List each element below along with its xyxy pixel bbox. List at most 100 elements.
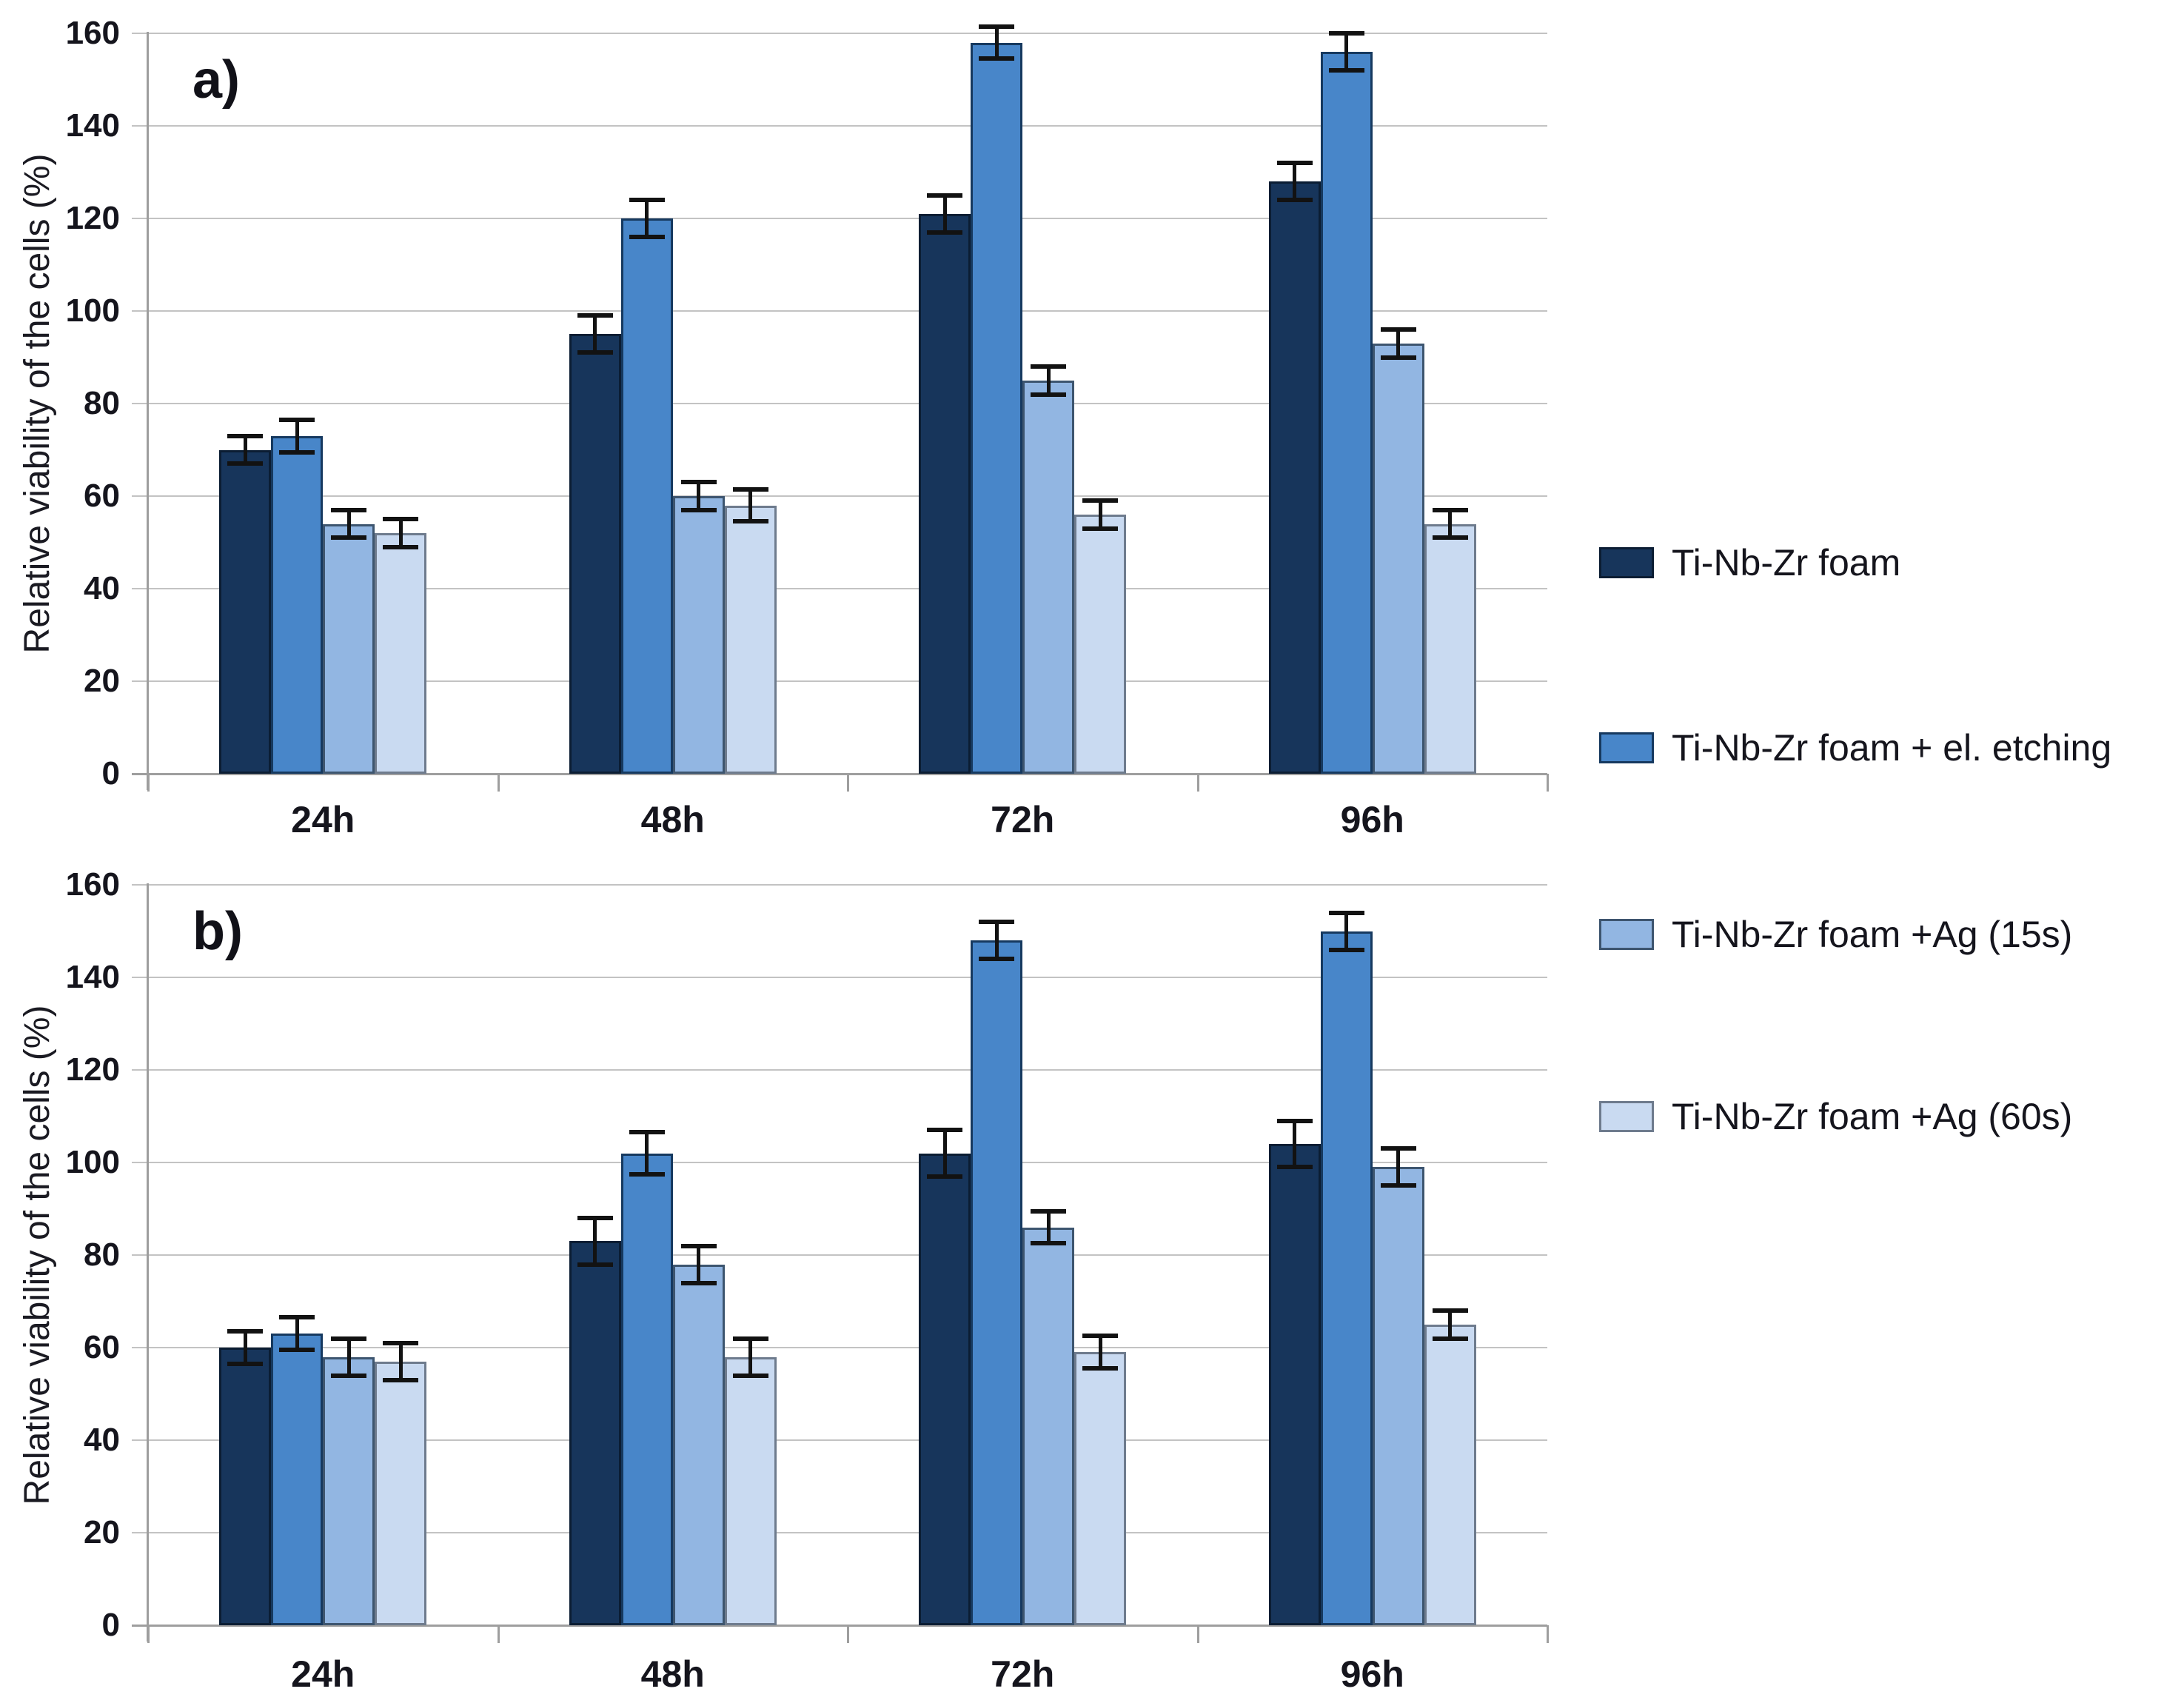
x-axis-tick (1196, 774, 1199, 792)
error-bar-cap (979, 24, 1015, 29)
bar (971, 42, 1023, 774)
gridline (132, 680, 1547, 682)
error-bar-cap (279, 417, 315, 422)
y-tick-label: 160 (65, 866, 120, 903)
panel-label-b: b) (192, 902, 243, 961)
error-bar (398, 519, 403, 547)
error-bar-cap (1082, 1334, 1119, 1339)
error-bar-cap (577, 313, 613, 318)
x-axis-tick (1547, 1625, 1549, 1643)
gridline (132, 125, 1547, 127)
error-bar-cap (1276, 1118, 1313, 1123)
bar (724, 505, 777, 774)
bar (919, 1153, 971, 1625)
bar (1372, 343, 1424, 774)
panel-label-a: a) (192, 50, 241, 110)
error-bar (398, 1342, 403, 1380)
x-category-label: 48h (640, 799, 705, 840)
error-bar (1293, 163, 1297, 200)
bar (1268, 181, 1321, 774)
bar (1320, 52, 1373, 774)
error-bar-cap (732, 519, 768, 524)
bar (1320, 931, 1373, 1625)
bar (1424, 523, 1476, 774)
bar (375, 1361, 427, 1625)
error-bar-cap (227, 461, 264, 466)
gridline (132, 1069, 1547, 1071)
error-bar-cap (1328, 910, 1364, 915)
error-bar (697, 1245, 701, 1283)
bar (323, 1356, 375, 1625)
error-bar-cap (927, 1128, 963, 1133)
legend-swatch (1599, 1101, 1654, 1132)
gridline (132, 1254, 1547, 1256)
legend-label: Ti-Nb-Zr foam +Ag (15s) (1672, 914, 2073, 955)
error-bar-cap (1328, 68, 1364, 73)
error-bar (994, 922, 999, 959)
bar (971, 940, 1023, 1625)
error-bar-cap (1276, 198, 1313, 202)
y-tick-label: 120 (65, 200, 120, 236)
bar (219, 1348, 272, 1625)
y-tick-label: 40 (84, 570, 120, 606)
error-bar-cap (279, 1315, 315, 1320)
gridline (132, 1162, 1547, 1163)
error-bar-cap (279, 449, 315, 455)
error-bar (1293, 1120, 1297, 1168)
y-tick-label: 140 (65, 959, 120, 995)
x-axis-tick (147, 774, 150, 792)
error-bar-cap (629, 198, 665, 202)
error-bar-cap (227, 1329, 264, 1334)
error-bar (346, 509, 351, 538)
error-bar (1396, 329, 1401, 358)
gridline (132, 1347, 1547, 1348)
bar (1022, 380, 1075, 774)
y-axis-line (147, 32, 149, 790)
error-bar-cap (279, 1348, 315, 1353)
gridline (132, 1532, 1547, 1533)
gridline (132, 495, 1547, 497)
y-tick-label: 60 (84, 1329, 120, 1365)
x-axis-line (132, 1625, 1547, 1627)
bar (271, 1334, 324, 1625)
error-bar-cap (331, 507, 367, 512)
y-tick-label: 80 (84, 1237, 120, 1273)
error-bar-cap (1031, 1241, 1067, 1246)
legend-item: Ti-Nb-Zr foam (1599, 541, 1900, 585)
error-bar-cap (732, 1373, 768, 1378)
plot-area-b (132, 883, 1549, 1647)
x-axis-tick (147, 1625, 150, 1643)
error-bar-cap (732, 1336, 768, 1341)
error-bar-cap (1380, 355, 1416, 360)
legend-item: Ti-Nb-Zr foam + el. etching (1599, 726, 2111, 770)
gridline (132, 403, 1547, 404)
legend-item: Ti-Nb-Zr foam +Ag (15s) (1599, 912, 2072, 957)
legend-label: Ti-Nb-Zr foam + el. etching (1672, 727, 2112, 769)
x-axis-tick (847, 1625, 849, 1643)
y-tick-label: 60 (84, 478, 120, 514)
y-tick-label: 120 (65, 1051, 120, 1088)
error-bar-cap (1432, 507, 1468, 512)
error-bar-cap (1380, 1146, 1416, 1151)
bar (1424, 1324, 1476, 1625)
error-bar-cap (1031, 364, 1067, 369)
error-bar (1344, 33, 1349, 70)
error-bar-cap (979, 56, 1015, 61)
error-bar-cap (331, 1373, 367, 1378)
y-tick-label: 160 (65, 15, 120, 51)
bar (219, 449, 272, 774)
gridline (132, 1439, 1547, 1441)
x-category-label: 24h (291, 799, 355, 840)
x-axis-tick (497, 774, 500, 792)
x-axis-tick (847, 774, 849, 792)
y-tick-label: 0 (101, 755, 120, 792)
legend-label: Ti-Nb-Zr foam (1672, 542, 1901, 583)
error-bar (942, 195, 947, 232)
x-category-label: 24h (291, 1653, 355, 1695)
error-bar-cap (680, 1280, 717, 1285)
error-bar-cap (1276, 1165, 1313, 1170)
error-bar-cap (1082, 498, 1119, 503)
error-bar (645, 200, 649, 237)
x-axis-tick (1196, 1625, 1199, 1643)
y-axis-line (147, 883, 149, 1642)
